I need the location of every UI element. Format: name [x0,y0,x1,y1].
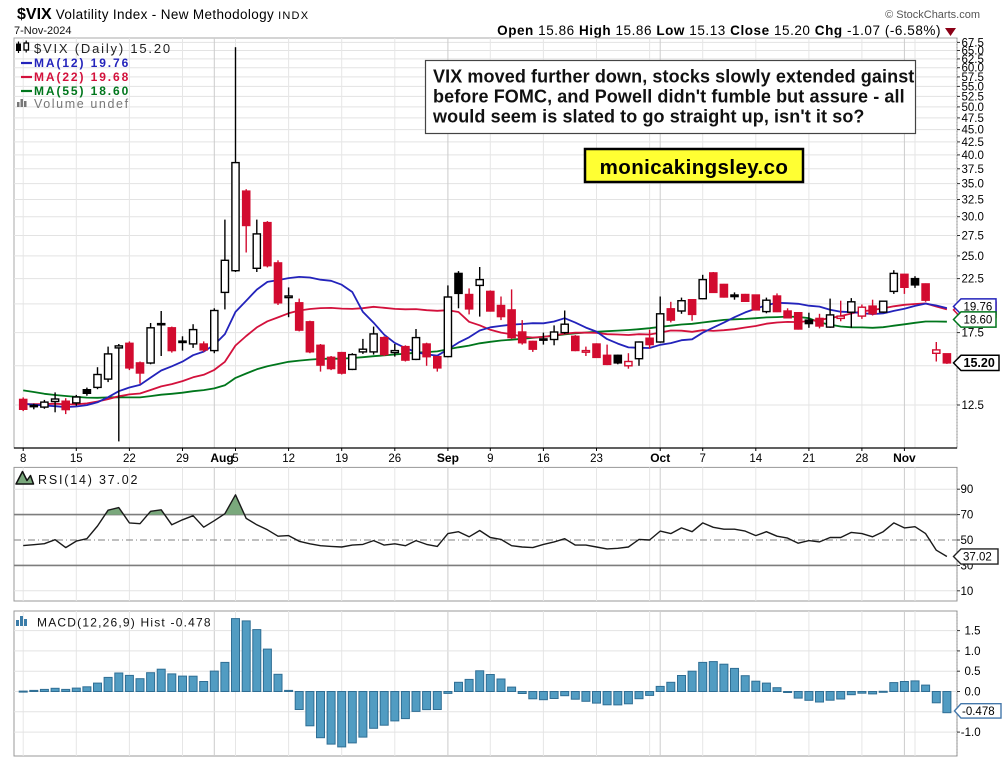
svg-text:42.5: 42.5 [962,137,984,149]
svg-text:15: 15 [70,453,83,465]
svg-text:10: 10 [961,586,974,598]
svg-text:37.5: 37.5 [962,164,984,176]
svg-text:17.5: 17.5 [962,328,984,340]
svg-text:65.0: 65.0 [962,46,984,58]
svg-text:14: 14 [749,453,762,465]
svg-text:19: 19 [335,453,348,465]
svg-text:37.02: 37.02 [963,552,992,564]
svg-text:27.5: 27.5 [962,231,984,243]
svg-text:Open 15.86 High 15.86 Low 15.1: Open 15.86 High 15.86 Low 15.13 Close 15… [497,23,941,38]
svg-text:22.5: 22.5 [962,274,984,286]
svg-text:would seem is slated to go str: would seem is slated to go straight up, … [432,107,865,127]
svg-text:1.5: 1.5 [965,626,981,638]
svg-text:30.0: 30.0 [962,212,984,224]
svg-text:40.0: 40.0 [962,150,984,162]
svg-text:22: 22 [123,453,136,465]
svg-text:Oct: Oct [650,451,670,465]
svg-text:23: 23 [590,453,603,465]
svg-text:90: 90 [961,484,974,496]
svg-text:21: 21 [803,453,816,465]
svg-text:25.0: 25.0 [962,251,984,263]
svg-text:Volume undef: Volume undef [34,97,130,111]
svg-text:57.5: 57.5 [962,72,984,84]
svg-text:32.5: 32.5 [962,195,984,207]
svg-text:MA(55) 18.60: MA(55) 18.60 [34,84,130,98]
svg-text:19.76: 19.76 [964,302,993,314]
svg-text:16: 16 [537,453,550,465]
svg-text:0.5: 0.5 [965,666,981,678]
svg-text:-0.478: -0.478 [962,706,995,718]
svg-text:15.20: 15.20 [964,356,995,370]
svg-text:RSI(14) 37.02: RSI(14) 37.02 [38,473,139,487]
svg-text:MA(12) 19.76: MA(12) 19.76 [34,56,130,70]
svg-text:18.60: 18.60 [964,315,993,327]
svg-text:8: 8 [20,453,26,465]
svg-text:9: 9 [487,453,493,465]
svg-text:MA(22) 19.68: MA(22) 19.68 [34,70,130,84]
svg-text:1.0: 1.0 [965,646,981,658]
svg-text:52.5: 52.5 [962,91,984,103]
svg-text:before FOMC, and Powell didn't: before FOMC, and Powell didn't fumble bu… [433,87,905,107]
svg-text:28: 28 [856,453,869,465]
svg-text:12: 12 [282,453,295,465]
svg-text:50: 50 [961,535,974,547]
svg-text:62.5: 62.5 [962,54,984,66]
svg-text:12.5: 12.5 [962,400,984,412]
svg-text:monicakingsley.co: monicakingsley.co [600,156,789,179]
svg-text:50.0: 50.0 [962,102,984,114]
svg-text:60.0: 60.0 [962,63,984,75]
svg-text:35.0: 35.0 [962,179,984,191]
svg-text:70: 70 [961,510,974,522]
svg-text:Sep: Sep [437,451,459,465]
svg-text:Nov: Nov [893,451,916,465]
svg-text:-1.0: -1.0 [961,727,981,739]
svg-text:$VIX Volatility Index - New Me: $VIX Volatility Index - New Methodology … [17,6,309,23]
svg-text:47.5: 47.5 [962,113,984,125]
svg-text:29: 29 [176,453,189,465]
svg-text:Aug: Aug [210,451,233,465]
svg-text:5: 5 [232,453,238,465]
svg-text:26: 26 [388,453,401,465]
svg-text:45.0: 45.0 [962,125,984,137]
svg-text:7-Nov-2024: 7-Nov-2024 [14,25,71,37]
svg-text:© StockCharts.com: © StockCharts.com [885,9,980,21]
svg-text:VIX moved further down, stocks: VIX moved further down, stocks slowly ex… [433,67,914,87]
svg-text:7: 7 [699,453,705,465]
svg-text:0.0: 0.0 [965,687,981,699]
svg-text:MACD(12,26,9) Hist -0.478: MACD(12,26,9) Hist -0.478 [37,616,212,630]
svg-text:55.0: 55.0 [962,81,984,93]
svg-text:67.5: 67.5 [962,37,984,49]
svg-text:$VIX (Daily) 15.20: $VIX (Daily) 15.20 [34,41,172,56]
